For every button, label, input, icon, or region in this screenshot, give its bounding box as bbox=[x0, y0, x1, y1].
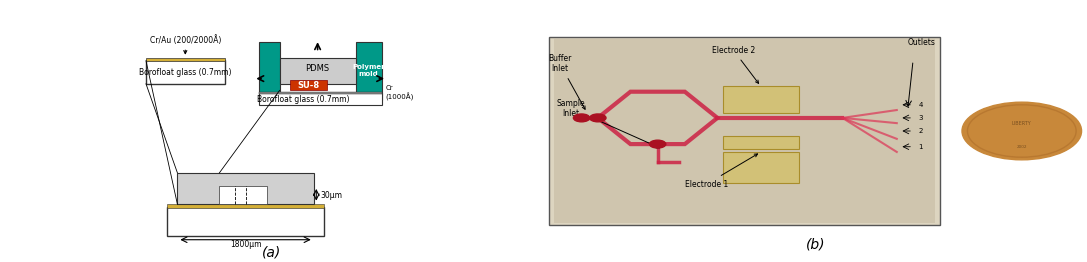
FancyBboxPatch shape bbox=[220, 186, 266, 204]
Text: 30μm: 30μm bbox=[321, 191, 342, 200]
Text: Sample
Inlet: Sample Inlet bbox=[557, 99, 660, 148]
Text: 1800μm: 1800μm bbox=[229, 241, 261, 249]
Text: Electrode 1: Electrode 1 bbox=[685, 154, 758, 189]
FancyBboxPatch shape bbox=[259, 42, 279, 100]
Text: Cr/Au (200/2000Å): Cr/Au (200/2000Å) bbox=[150, 35, 221, 54]
FancyBboxPatch shape bbox=[167, 207, 324, 236]
Text: (b): (b) bbox=[805, 238, 825, 252]
Text: Borofloat glass (0.7mm): Borofloat glass (0.7mm) bbox=[139, 68, 232, 77]
Text: Buffer
Inlet: Buffer Inlet bbox=[548, 54, 585, 109]
Text: Outlets: Outlets bbox=[908, 38, 936, 47]
Text: 2002: 2002 bbox=[1016, 145, 1027, 149]
FancyBboxPatch shape bbox=[290, 80, 327, 90]
FancyBboxPatch shape bbox=[177, 173, 314, 204]
FancyBboxPatch shape bbox=[723, 86, 799, 113]
FancyBboxPatch shape bbox=[554, 39, 935, 223]
FancyBboxPatch shape bbox=[279, 58, 355, 84]
FancyBboxPatch shape bbox=[167, 204, 324, 208]
Text: LIBERTY: LIBERTY bbox=[1012, 121, 1032, 126]
FancyBboxPatch shape bbox=[259, 93, 382, 105]
Circle shape bbox=[962, 102, 1082, 160]
FancyBboxPatch shape bbox=[259, 92, 382, 94]
Text: Polymer
mold: Polymer mold bbox=[352, 64, 385, 77]
FancyBboxPatch shape bbox=[549, 37, 940, 225]
Text: Borofloat glass (0.7mm): Borofloat glass (0.7mm) bbox=[257, 95, 349, 103]
Circle shape bbox=[574, 114, 589, 122]
Text: 2: 2 bbox=[919, 128, 923, 134]
Text: 1: 1 bbox=[919, 144, 923, 150]
FancyBboxPatch shape bbox=[723, 152, 799, 183]
FancyBboxPatch shape bbox=[146, 58, 225, 61]
FancyBboxPatch shape bbox=[723, 136, 799, 149]
Text: Cr
(1000Å): Cr (1000Å) bbox=[386, 85, 414, 101]
Text: SU-8: SU-8 bbox=[298, 81, 320, 90]
Text: PDMS: PDMS bbox=[305, 64, 329, 73]
FancyBboxPatch shape bbox=[355, 42, 382, 100]
Circle shape bbox=[649, 140, 665, 148]
FancyBboxPatch shape bbox=[146, 60, 225, 84]
Text: 4: 4 bbox=[919, 102, 923, 108]
Text: Electrode 2: Electrode 2 bbox=[712, 46, 759, 83]
Circle shape bbox=[589, 114, 607, 122]
Text: 3: 3 bbox=[919, 115, 923, 121]
Text: (a): (a) bbox=[262, 245, 282, 259]
